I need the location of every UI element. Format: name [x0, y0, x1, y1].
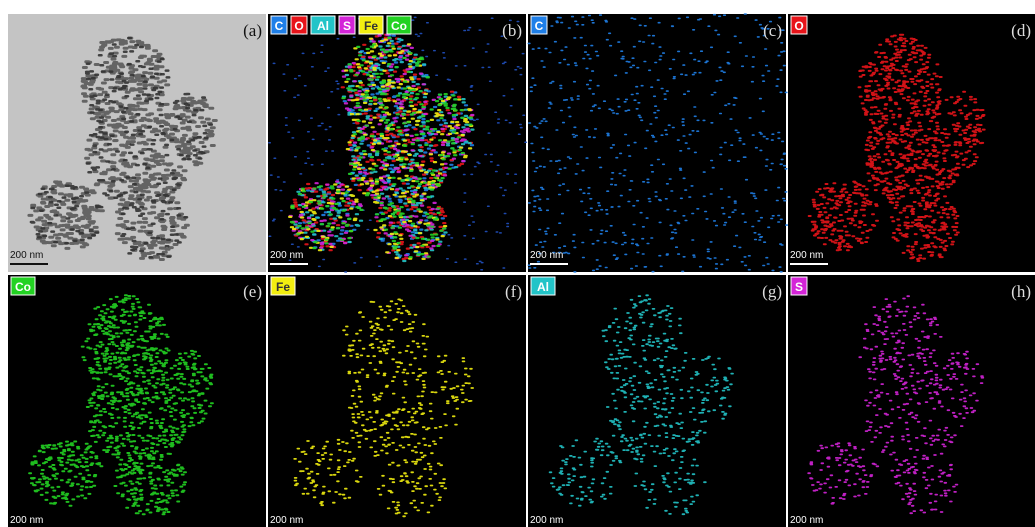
- panel-label: (a): [243, 21, 262, 40]
- panel: O (d) 200 nm: [788, 14, 1035, 272]
- scale-bar-label: 200 nm: [530, 515, 563, 526]
- scale-bar-label: 200 nm: [790, 515, 823, 526]
- panel: Co (e) 200 nm: [8, 275, 266, 527]
- panel-background: [528, 14, 786, 272]
- element-tag: Fe: [364, 19, 378, 33]
- scale-bar-label: 200 nm: [270, 250, 303, 261]
- scale-bar-label: 200 nm: [270, 515, 303, 526]
- element-tag: Co: [391, 19, 407, 33]
- element-tag: Al: [317, 19, 329, 33]
- scale-bar-label: 200 nm: [790, 250, 823, 261]
- element-tag: S: [795, 280, 803, 294]
- panel: S (h) 200 nm: [788, 275, 1035, 527]
- element-tag: C: [535, 19, 544, 33]
- figure: (a)200 nmCOAlSFeCo(b)200 nmC(c)200 nmO(d…: [0, 0, 1035, 527]
- element-tag: Al: [537, 280, 549, 294]
- scale-bar-label: 200 nm: [10, 515, 43, 526]
- panel: C (c) 200 nm: [528, 14, 787, 272]
- panel-label: (e): [243, 282, 262, 301]
- panel: Fe (f) 200 nm: [268, 275, 526, 527]
- element-tag: Fe: [276, 280, 290, 294]
- panel-label: (g): [762, 282, 782, 301]
- panel-label: (c): [763, 21, 782, 40]
- panel-label: (d): [1011, 21, 1031, 40]
- scale-bar-label: 200 nm: [10, 250, 43, 261]
- panel-label: (b): [502, 21, 522, 40]
- page: {"panels":[ {"label":"(a)","scale_bar":"…: [0, 0, 1035, 527]
- panel: (a) 200 nm: [8, 14, 266, 272]
- scale-bar-label: 200 nm: [530, 250, 563, 261]
- panel-label: (h): [1011, 282, 1031, 301]
- panel: Al (g) 200 nm: [528, 275, 786, 527]
- panel-label: (f): [505, 282, 522, 301]
- element-tag: O: [794, 19, 803, 33]
- panel-background: [528, 275, 786, 527]
- element-tag: O: [294, 19, 303, 33]
- element-tag: Co: [15, 280, 31, 294]
- element-tag: S: [343, 19, 351, 33]
- element-tag: C: [275, 19, 284, 33]
